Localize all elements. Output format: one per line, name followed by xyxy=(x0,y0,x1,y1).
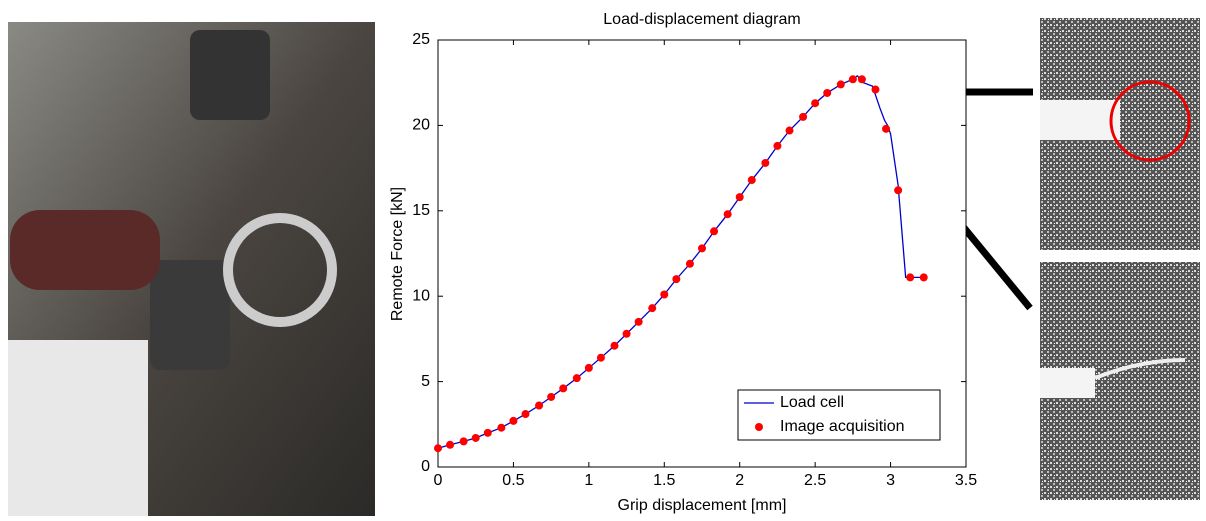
data-point xyxy=(471,433,480,442)
x-tick-label: 3 xyxy=(886,472,895,489)
legend-label: Load cell xyxy=(780,394,844,411)
data-point xyxy=(747,176,756,185)
data-point xyxy=(919,273,928,282)
data-point xyxy=(857,75,866,84)
y-tick-label: 10 xyxy=(412,287,430,304)
data-point xyxy=(596,353,605,362)
data-point xyxy=(483,428,492,437)
legend-swatch xyxy=(755,423,763,431)
x-tick-label: 2 xyxy=(735,472,744,489)
data-point xyxy=(710,227,719,236)
data-point xyxy=(572,374,581,383)
data-point xyxy=(509,416,518,425)
data-point xyxy=(799,112,808,121)
chart: Load-displacement diagram Grip displacem… xyxy=(389,11,977,514)
data-point xyxy=(660,290,669,299)
data-point xyxy=(610,341,619,350)
x-tick-label: 3.5 xyxy=(955,472,977,489)
data-point xyxy=(906,273,915,282)
data-point xyxy=(723,210,732,219)
data-point xyxy=(634,317,643,326)
data-point xyxy=(559,384,568,393)
data-point xyxy=(672,275,681,284)
data-point xyxy=(735,193,744,202)
data-point xyxy=(535,401,544,410)
y-tick-label: 20 xyxy=(412,117,430,134)
data-point xyxy=(434,444,442,453)
data-point xyxy=(848,75,857,84)
y-axis-label: Remote Force [kN] xyxy=(389,187,406,321)
data-point xyxy=(871,85,880,94)
data-point xyxy=(811,99,820,108)
data-point xyxy=(648,304,657,313)
x-tick-label: 0 xyxy=(434,472,443,489)
data-point xyxy=(685,259,694,268)
y-tick-label: 5 xyxy=(421,373,430,390)
y-tick-label: 25 xyxy=(412,31,430,48)
data-point xyxy=(459,437,468,446)
y-tick-label: 15 xyxy=(412,202,430,219)
data-point xyxy=(894,186,903,195)
data-point xyxy=(823,88,832,97)
data-point xyxy=(785,126,794,135)
data-point xyxy=(882,124,891,133)
x-tick-label: 1.5 xyxy=(653,472,675,489)
data-point xyxy=(773,141,782,150)
chart-title: Load-displacement diagram xyxy=(603,11,800,28)
data-point xyxy=(836,80,845,89)
speckle-images xyxy=(1040,18,1200,500)
data-point xyxy=(761,158,770,167)
x-tick-label: 1 xyxy=(584,472,593,489)
data-point xyxy=(446,440,455,449)
legend-box xyxy=(737,389,941,441)
x-tick-label: 2.5 xyxy=(804,472,826,489)
data-point xyxy=(584,363,593,372)
data-point xyxy=(521,410,530,419)
data-point xyxy=(698,244,706,253)
legend-label: Image acquisition xyxy=(780,418,905,435)
data-point xyxy=(497,423,506,432)
x-axis-label: Grip displacement [mm] xyxy=(618,497,787,514)
data-point xyxy=(622,329,631,338)
y-tick-label: 0 xyxy=(421,458,430,475)
x-tick-label: 0.5 xyxy=(502,472,524,489)
data-point xyxy=(547,392,556,401)
test-rig-photo xyxy=(8,22,375,516)
